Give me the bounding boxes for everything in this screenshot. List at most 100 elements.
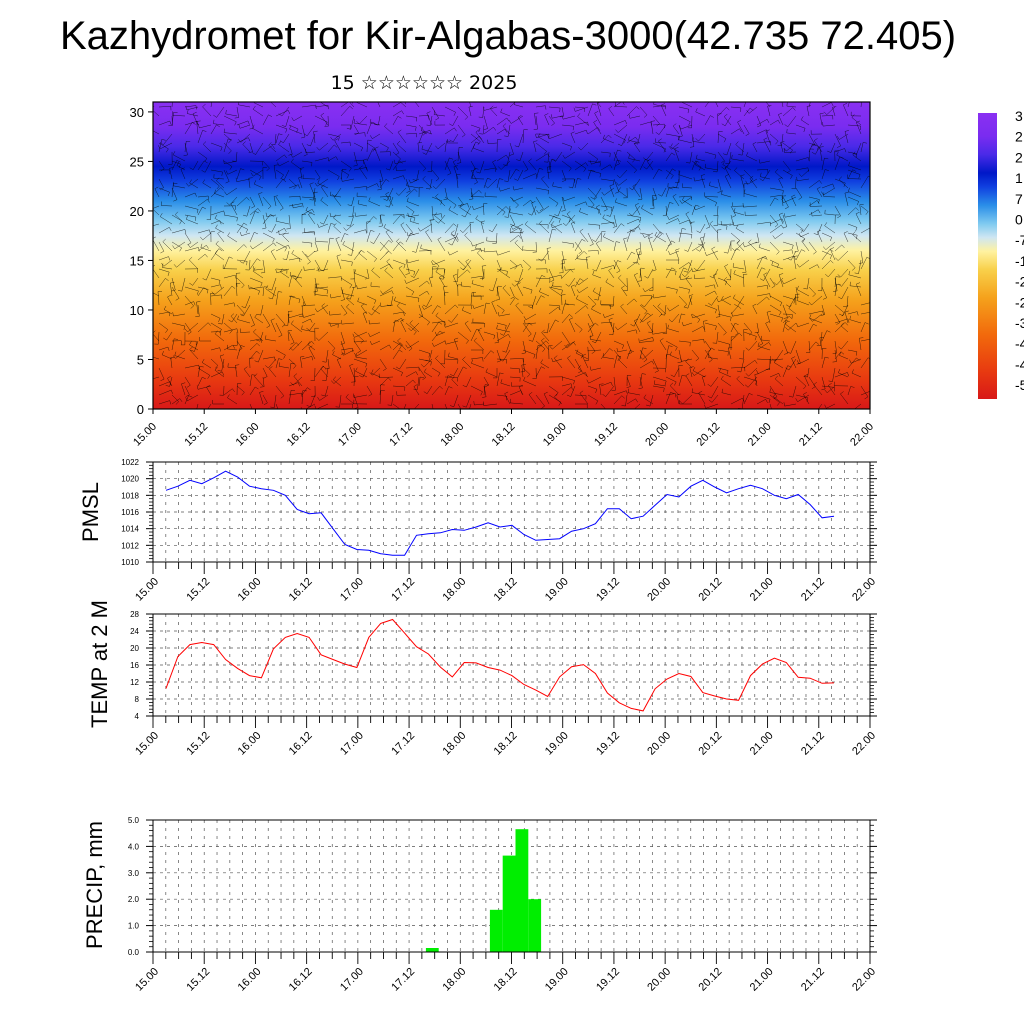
wind-barb-flag: [340, 299, 345, 301]
wind-barb: [307, 344, 316, 351]
wind-barb: [691, 339, 704, 342]
wind-barb-flag: [415, 371, 419, 376]
wind-barb: [293, 376, 303, 387]
wind-barb-flag: [745, 347, 749, 351]
wind-barb: [379, 358, 387, 369]
wind-barb: [576, 258, 589, 261]
wind-barb-flag: [723, 138, 727, 143]
wind-barb: [574, 239, 583, 252]
wind-barb: [418, 304, 423, 317]
colorbar-label: -3: [1015, 315, 1024, 331]
wind-barb: [366, 295, 377, 301]
wind-barb-flag: [824, 157, 829, 160]
wind-barb-flag: [165, 278, 169, 281]
wind-barb-flag: [631, 251, 636, 255]
wind-barb-flag: [396, 302, 400, 306]
wind-barb-flag: [854, 272, 859, 274]
wind-barb-flag: [431, 261, 434, 265]
wind-barb: [473, 147, 485, 153]
wind-barb-flag: [225, 109, 227, 114]
wind-barb: [373, 232, 381, 244]
wind-barb-flag: [282, 232, 286, 236]
wind-barb: [535, 153, 548, 162]
wind-barb-flag: [596, 204, 600, 208]
wind-barb: [517, 117, 524, 126]
wind-barb-flag: [278, 358, 283, 360]
wind-barb: [509, 286, 515, 298]
wind-barb: [742, 349, 745, 360]
wind-barb-flag: [732, 294, 736, 299]
x-tick-label: 18.12: [492, 576, 520, 604]
wind-barb: [639, 121, 651, 126]
wind-barb: [158, 278, 166, 288]
wind-barb: [813, 140, 823, 153]
wind-barb-flag: [376, 96, 380, 98]
wind-barb-flag: [817, 209, 821, 214]
wind-barb: [327, 276, 342, 279]
wind-barb: [617, 349, 628, 353]
wind-barb-flag: [235, 177, 238, 182]
wind-barb: [860, 357, 869, 369]
wind-barb-flag: [570, 383, 573, 388]
wind-barb: [171, 112, 174, 126]
wind-barb-flag: [721, 160, 725, 164]
wind-barb: [652, 304, 663, 315]
wind-barb: [240, 133, 251, 143]
wind-barb: [423, 304, 433, 310]
wind-barb: [407, 259, 420, 264]
wind-barb-flag: [570, 131, 575, 134]
wind-barb-flag: [398, 265, 403, 269]
wind-barb-flag: [585, 201, 588, 206]
wind-barb: [769, 277, 776, 286]
wind-barb-flag: [497, 269, 502, 272]
wind-barb-flag: [495, 299, 500, 301]
wind-barb-flag: [256, 339, 261, 342]
wind-barb-flag: [209, 229, 211, 234]
wind-barb: [684, 268, 693, 277]
wind-barb-flag: [856, 235, 858, 240]
wind-barb: [561, 341, 574, 351]
wind-barb-flag: [844, 322, 849, 326]
wind-barb: [327, 358, 330, 369]
wind-barb: [609, 205, 615, 217]
wind-barb: [522, 160, 529, 170]
wind-barb-flag: [652, 337, 654, 342]
wind-barb: [354, 272, 368, 279]
wind-barb-flag: [800, 228, 804, 232]
wind-barb: [795, 286, 799, 298]
wind-barb-flag: [616, 270, 621, 274]
wind-barb: [587, 151, 598, 160]
y-tick-label: 16: [130, 661, 139, 670]
wind-barb: [366, 268, 370, 279]
wind-barb-flag: [189, 179, 192, 184]
wind-barb-flag: [303, 266, 305, 271]
wind-barb: [464, 235, 472, 243]
wind-barb: [672, 125, 680, 135]
wind-barb: [483, 385, 487, 397]
wind-barb: [778, 214, 784, 225]
wind-barb-flag: [317, 267, 319, 272]
wind-barb-flag: [383, 223, 387, 228]
wind-barb-flag: [641, 304, 645, 308]
wind-barb: [237, 319, 251, 324]
wind-barb-flag: [679, 125, 681, 130]
wind-barb-flag: [615, 163, 620, 166]
wind-barb: [763, 268, 771, 281]
wind-barb: [243, 250, 251, 264]
wind-barb: [773, 362, 784, 369]
wind-barb: [709, 223, 719, 234]
wind-barb: [552, 223, 563, 229]
wind-barb: [600, 304, 615, 306]
wind-barb: [509, 358, 524, 360]
wind-barb-flag: [731, 154, 733, 159]
wind-barb: [557, 205, 563, 217]
wind-barb: [235, 283, 238, 297]
wind-barb-flag: [413, 384, 418, 387]
wind-barb-flag: [306, 327, 310, 331]
wind-barb: [153, 223, 160, 226]
wind-barb-flag: [214, 189, 217, 194]
wind-barb: [210, 313, 221, 319]
wind-barb-flag: [187, 331, 192, 335]
wind-barb-flag: [578, 370, 582, 374]
